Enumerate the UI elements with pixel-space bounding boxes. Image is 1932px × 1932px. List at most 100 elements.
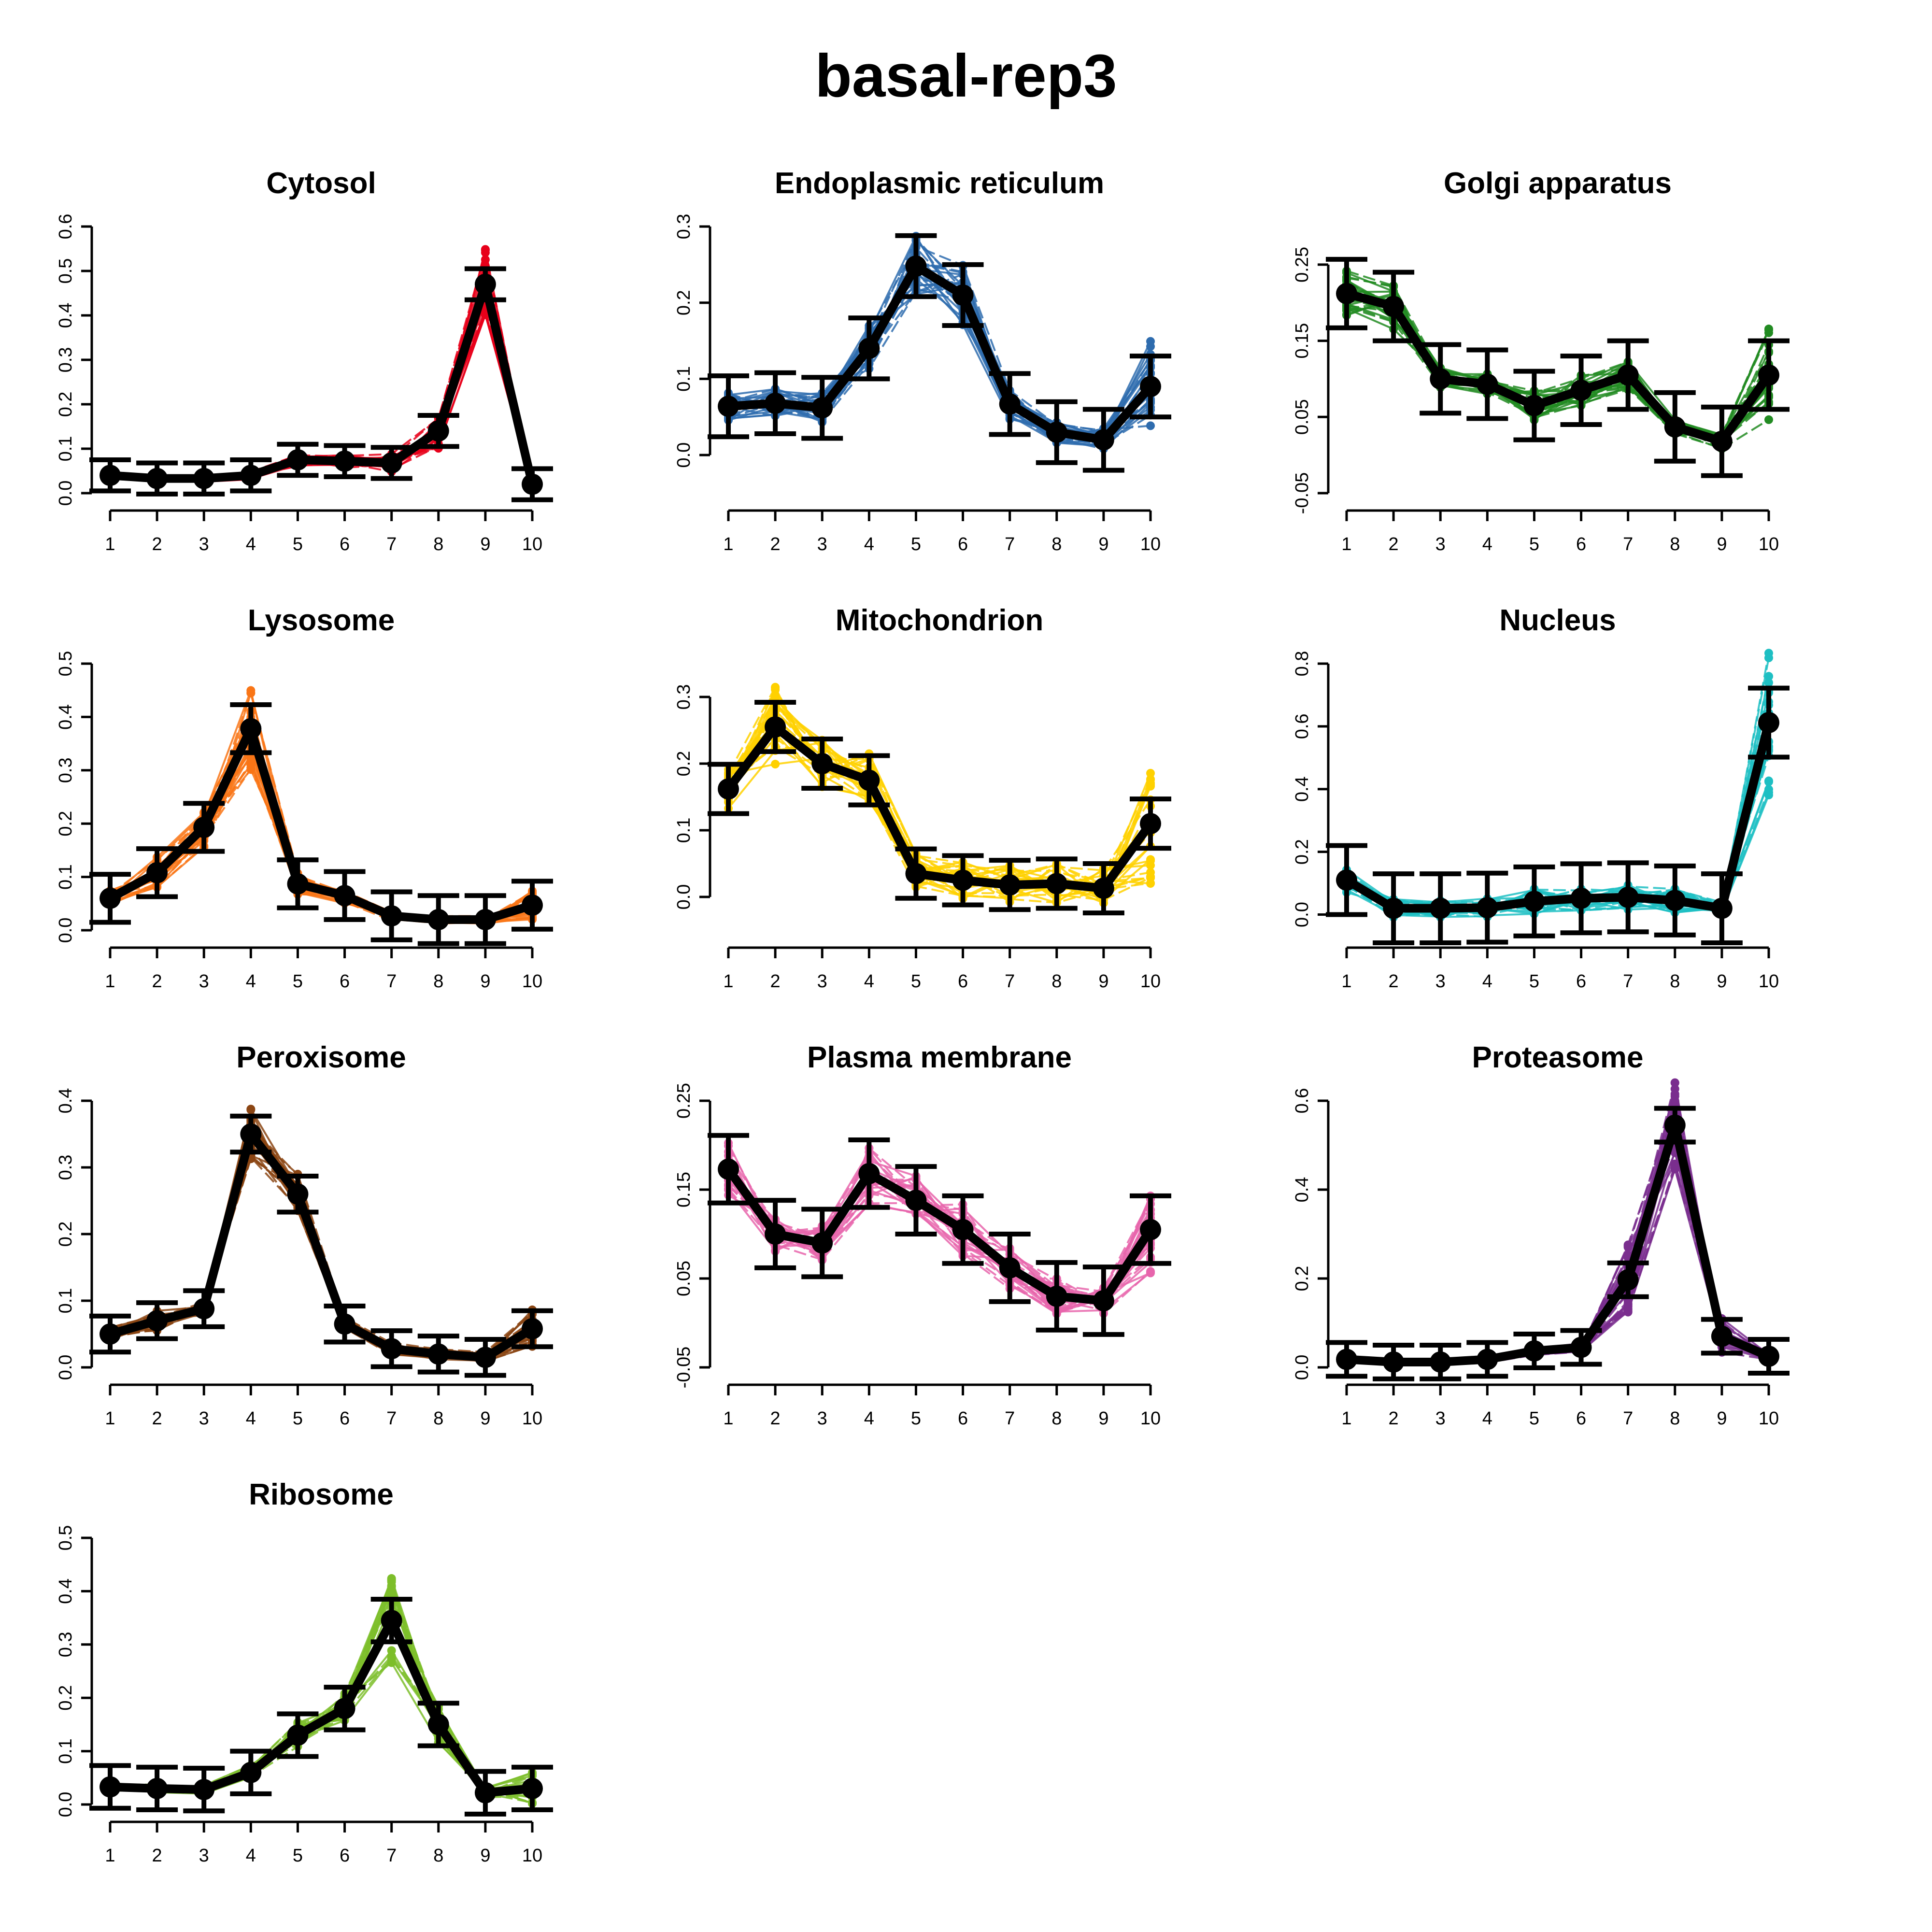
- panel-title: Proteasome: [1472, 1041, 1644, 1074]
- y-tick-label: 0.0: [674, 884, 694, 910]
- mean-point: [1430, 1351, 1451, 1373]
- panel-title: Mitochondrion: [836, 604, 1043, 637]
- member-line: [727, 1142, 1151, 1304]
- x-tick-label: 8: [1670, 534, 1680, 554]
- y-tick-label: 0.05: [674, 1261, 694, 1296]
- mean-profile-line: [109, 1130, 535, 1362]
- mean-point: [474, 1782, 496, 1804]
- member-line: [728, 283, 1151, 447]
- member-line: [1346, 297, 1770, 436]
- y-tick-label: 0.3: [56, 1632, 76, 1657]
- y-tick-label: 0.15: [674, 1172, 694, 1208]
- y-tick-label: 0.4: [1292, 1177, 1312, 1203]
- member-line: [110, 1583, 533, 1790]
- member-line: [110, 1118, 533, 1362]
- x-tick-label: 9: [1717, 534, 1727, 554]
- x-tick-label: 2: [1389, 1408, 1399, 1429]
- panel-title: Golgi apparatus: [1444, 167, 1672, 200]
- mean-point: [952, 1219, 974, 1240]
- mean-point: [427, 1343, 449, 1365]
- x-tick-label: 7: [1623, 971, 1633, 992]
- y-tick-label: 0.2: [56, 1685, 76, 1711]
- mean-point: [193, 816, 215, 838]
- mean-point: [1046, 421, 1067, 443]
- y-tick-label: 0.5: [56, 651, 76, 677]
- x-tick-label: 1: [105, 534, 115, 554]
- mean-point: [1477, 373, 1498, 395]
- member-point: [1670, 1096, 1679, 1106]
- panel-title: Cytosol: [266, 167, 376, 200]
- y-tick-label: 0.0: [1292, 1355, 1312, 1380]
- member-line: [1346, 1100, 1769, 1364]
- mean-point: [334, 1698, 355, 1719]
- x-tick-label: 10: [1759, 1408, 1779, 1429]
- mean-point: [522, 1318, 543, 1339]
- mean-point: [1140, 813, 1161, 835]
- y-tick-label: 0.1: [56, 864, 76, 890]
- member-line: [728, 279, 1151, 443]
- y-tick-label: 0.4: [56, 704, 76, 730]
- x-tick-label: 7: [386, 1408, 397, 1429]
- panel-5: Mitochondrion 0.0 0.1 0.2 0.3 1 2 3 4 5 6 7 8 9 10: [674, 604, 1171, 992]
- x-tick-label: 3: [817, 971, 827, 992]
- member-line: [728, 281, 1151, 444]
- mean-point: [381, 1338, 402, 1360]
- x-tick-label: 6: [340, 1408, 350, 1429]
- member-line: [727, 685, 1151, 901]
- panel-9: Proteasome 0.0 0.2 0.4 0.6 1 2 3 4 5 6 7 8 9 10: [1292, 1041, 1790, 1429]
- x-tick-label: 10: [522, 534, 542, 554]
- mean-point: [1046, 873, 1067, 895]
- x-tick-label: 5: [911, 1408, 921, 1429]
- x-tick-label: 6: [340, 534, 350, 554]
- x-tick-label: 6: [1576, 1408, 1586, 1429]
- mean-profile-line: [110, 1616, 533, 1797]
- x-tick-label: 9: [1717, 1408, 1727, 1429]
- mean-point: [1523, 1340, 1545, 1362]
- member-line: [1346, 1094, 1769, 1364]
- mean-point: [1523, 891, 1545, 912]
- x-tick-label: 7: [1623, 534, 1633, 554]
- member-point: [771, 760, 780, 769]
- mean-profile-line: [728, 262, 1154, 444]
- member-line: [728, 287, 1151, 442]
- x-tick-label: 10: [1140, 534, 1161, 554]
- mean-point: [999, 1257, 1021, 1279]
- member-point: [1146, 768, 1155, 778]
- member-line: [1346, 701, 1770, 918]
- member-line: [1346, 755, 1770, 911]
- member-line: [1346, 1111, 1770, 1366]
- x-tick-label: 5: [293, 971, 303, 992]
- x-tick-label: 5: [1529, 534, 1539, 554]
- y-tick-label: 0.2: [1292, 1266, 1312, 1292]
- mean-point: [1093, 429, 1114, 451]
- x-tick-label: 4: [246, 1408, 256, 1429]
- x-tick-label: 8: [1051, 534, 1062, 554]
- mean-point: [1758, 1346, 1779, 1367]
- x-tick-label: 10: [1759, 534, 1779, 554]
- y-tick-label: 0.1: [674, 366, 694, 392]
- member-line: [1346, 276, 1770, 441]
- x-tick-label: 9: [480, 971, 490, 992]
- member-point: [481, 245, 490, 255]
- mean-point: [811, 753, 833, 774]
- x-tick-label: 4: [864, 534, 874, 554]
- x-tick-label: 8: [433, 1408, 443, 1429]
- panel-6: Nucleus 0.0 0.2 0.4 0.6 0.8 1 2 3 4 5 6 7 8 9 10: [1292, 604, 1790, 992]
- y-tick-label: 0.1: [56, 1738, 76, 1764]
- x-tick-label: 3: [1435, 1408, 1446, 1429]
- member-point: [1764, 672, 1773, 681]
- mean-point: [999, 393, 1021, 415]
- member-line: [1346, 289, 1770, 436]
- mean-point: [427, 1714, 449, 1735]
- x-tick-label: 2: [770, 534, 781, 554]
- mean-point: [1664, 416, 1686, 438]
- member-point: [387, 1658, 396, 1667]
- mean-point: [287, 873, 309, 895]
- x-tick-label: 5: [911, 534, 921, 554]
- panel-title: Ribosome: [249, 1478, 394, 1511]
- x-tick-label: 1: [723, 534, 733, 554]
- y-tick-label: 0.4: [1292, 776, 1312, 802]
- mean-profile-line: [1346, 1121, 1771, 1366]
- x-tick-label: 3: [817, 534, 827, 554]
